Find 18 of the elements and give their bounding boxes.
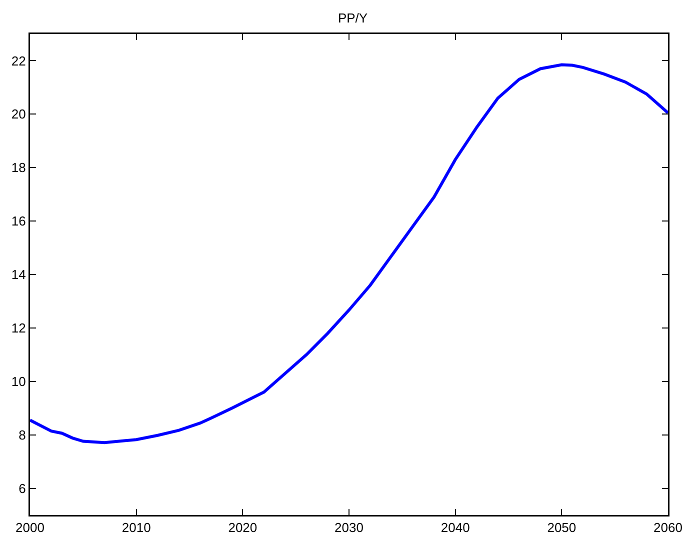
chart-title: PP/Y (338, 10, 368, 26)
line-series (30, 63, 668, 444)
x-tick-label: 2050 (547, 520, 576, 536)
y-tick-label: 6 (18, 480, 26, 496)
y-tick-label: 8 (18, 427, 26, 442)
x-tick-label: 2030 (334, 520, 364, 536)
y-tick-label: 20 (11, 106, 26, 122)
x-tick-label: 2020 (228, 520, 258, 536)
x-tick-label: 2000 (16, 520, 44, 536)
x-tick-label: 2060 (654, 520, 682, 536)
x-tick-label: 2040 (440, 520, 470, 536)
y-tick-label: 12 (11, 320, 26, 336)
y-tick-label: 10 (11, 374, 26, 389)
y-tick-label: 14 (11, 267, 26, 282)
x-tick-label: 2010 (122, 520, 151, 536)
y-tick-label: 22 (11, 53, 26, 68)
y-tick-label: 16 (11, 214, 26, 229)
y-tick-label: 18 (11, 160, 26, 176)
